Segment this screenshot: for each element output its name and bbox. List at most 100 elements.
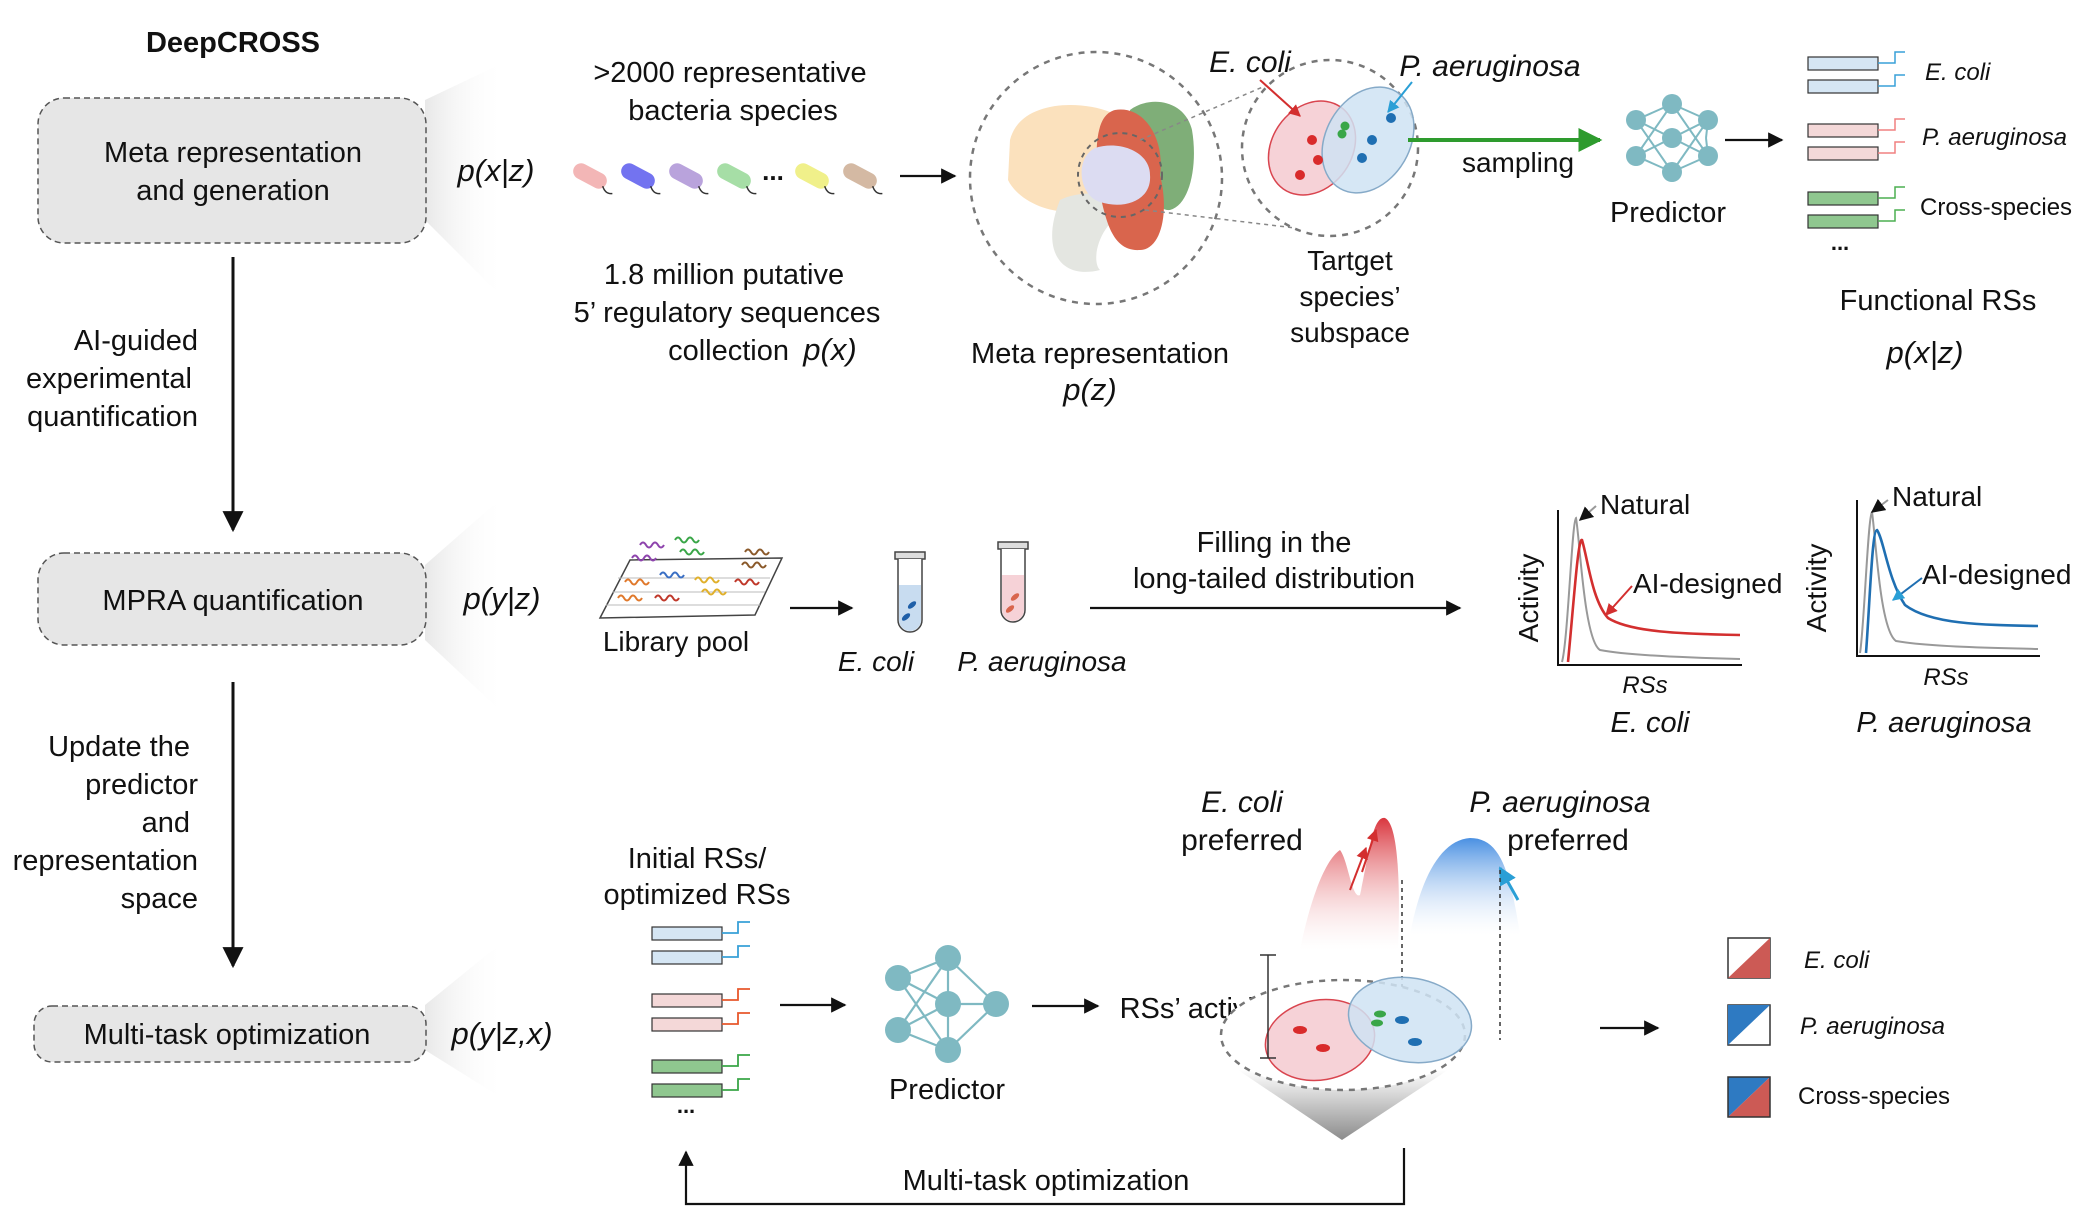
ecoli-pref-1: E. coli (1201, 786, 1284, 819)
natural-pointer (1870, 498, 1889, 513)
legend-cross-label: Cross-species (1798, 1083, 1950, 1110)
rs-cross-label: Cross-species (1920, 194, 2072, 221)
plot2-natural: Natural (1892, 481, 1982, 512)
ai-designed-curve (1864, 528, 2039, 654)
paeru-pref-2: preferred (1507, 824, 1629, 857)
fan-meta (425, 62, 505, 300)
activity-landscape (1219, 817, 1520, 1140)
ai-designed-curve (1566, 538, 1741, 663)
meta-label: Meta representation (971, 338, 1229, 370)
legend-paeru-swatch (1727, 1004, 1771, 1046)
initial-rs-list (651, 921, 750, 1098)
svg-text:space: space (121, 883, 198, 915)
diagram-title: DeepCROSS (146, 27, 320, 59)
species-line2: bacteria species (628, 95, 838, 127)
plot2-designed: AI-designed (1922, 559, 2071, 590)
bacterium-icon (843, 163, 883, 195)
legend-cross-swatch (1727, 1076, 1771, 1118)
plot2-xlabel: RSs (1923, 664, 1968, 691)
fan-mpra (425, 495, 505, 715)
sampling-label: sampling (1462, 147, 1574, 178)
initial-line1: Initial RSs/ (628, 843, 768, 875)
rs-ellipsis: ... (1831, 230, 1849, 255)
paeru-tube-icon (997, 541, 1029, 623)
designed-pointer (1892, 577, 1923, 601)
stage-meta-line2: and generation (136, 175, 330, 207)
designed-pointer (1605, 585, 1633, 616)
plot1-designed: AI-designed (1633, 568, 1782, 599)
target-line1: Tartget (1307, 245, 1393, 276)
ecoli-up-arrow-2 (1361, 828, 1379, 873)
bacterium-icon (573, 163, 613, 195)
legend-ecoli-label: E. coli (1804, 947, 1870, 974)
target-ecoli-label: E. coli (1209, 46, 1292, 79)
meta-representation-blob (968, 50, 1224, 306)
stage-meta-box: Meta representation and generation (37, 97, 427, 244)
stage-meta-prob: p(x|z) (457, 153, 535, 188)
filling-line2: long-tailed distribution (1133, 563, 1415, 595)
plot1-natural: Natural (1600, 489, 1690, 520)
bacterium-icon (669, 163, 709, 195)
activity-plot-paeru: Activity RSs Natural AI-designed P. aeru… (1801, 481, 2071, 739)
svg-text:AI-guided: AI-guided (74, 325, 198, 357)
meta-prob: p(z) (1062, 372, 1116, 407)
natural-curve (1561, 516, 1741, 663)
svg-text:and: and (142, 807, 190, 839)
stage-mpra-box: MPRA quantification (37, 552, 427, 646)
predictor-label-row1: Predictor (1610, 197, 1726, 229)
library-pool-label: Library pool (603, 626, 749, 657)
bacterium-icon (717, 163, 757, 195)
legend-paeru-label: P. aeruginosa (1800, 1013, 1945, 1040)
ecoli-peak (1300, 817, 1399, 950)
update-text: Update the predictor and representation … (13, 731, 199, 915)
loop-label: Multi-task optimization (903, 1165, 1190, 1197)
target-line3: subspace (1290, 317, 1410, 348)
svg-text:Update the: Update the (48, 731, 190, 763)
paeru-pointer (1387, 81, 1413, 113)
stage-mpra-label: MPRA quantification (102, 585, 363, 617)
stage-mpra-prob: p(y|z) (463, 581, 541, 616)
species-legend: E. coli P. aeruginosa Cross-species (1727, 937, 1950, 1118)
seq-line3: collection (668, 335, 789, 367)
natural-curve (1859, 510, 2039, 654)
rs-paeru-label: P. aeruginosa (1922, 124, 2067, 151)
svg-text:experimental: experimental (26, 363, 192, 395)
zoom-line-bottom (1144, 209, 1296, 229)
functional-prob: p(x|z) (1886, 335, 1964, 370)
svg-text:predictor: predictor (85, 769, 198, 801)
bacterium-icon (795, 163, 835, 195)
legend-ecoli-swatch (1727, 937, 1771, 979)
seq-line2: 5’ regulatory sequences (574, 297, 881, 329)
ai-guided-text: AI-guided experimental quantification (26, 325, 198, 433)
stage-multitask-box: Multi-task optimization (33, 1005, 427, 1063)
bacteria-ellipsis: ... (762, 156, 784, 186)
optimization-loop-arrow (678, 1148, 1406, 1206)
plot2-species: P. aeruginosa (1856, 707, 2031, 739)
activity-plot-ecoli: Activity RSs Natural AI-designed E. coli (1513, 489, 1782, 739)
target-subspace (1240, 58, 1420, 238)
predictor-network-icon (885, 945, 1009, 1063)
stage-meta-line1: Meta representation (104, 137, 362, 169)
natural-pointer (1578, 505, 1597, 521)
bacteria-row: ... (573, 156, 883, 195)
filling-line1: Filling in the (1197, 527, 1352, 559)
tube-paeru-label: P. aeruginosa (957, 646, 1126, 677)
plot1-ylabel: Activity (1513, 554, 1544, 643)
predictor-network-icon (1626, 94, 1718, 182)
tube-ecoli-label: E. coli (838, 646, 915, 677)
plot1-xlabel: RSs (1622, 672, 1667, 699)
svg-text:quantification: quantification (27, 401, 198, 433)
functional-rss-label: Functional RSs (1840, 285, 2037, 317)
zoom-line-top (1139, 85, 1266, 141)
stage-multitask-label: Multi-task optimization (84, 1019, 371, 1051)
paeru-up-arrow (1498, 866, 1520, 901)
functional-rs-list (1807, 51, 1905, 229)
target-paeru-label: P. aeruginosa (1399, 50, 1580, 83)
landscape-cone (1238, 1070, 1448, 1140)
species-line1: >2000 representative (593, 57, 866, 89)
predictor-label-row3: Predictor (889, 1074, 1005, 1106)
bacterium-icon (621, 163, 661, 195)
target-line2: species’ (1299, 281, 1400, 312)
ecoli-pointer (1259, 79, 1301, 117)
